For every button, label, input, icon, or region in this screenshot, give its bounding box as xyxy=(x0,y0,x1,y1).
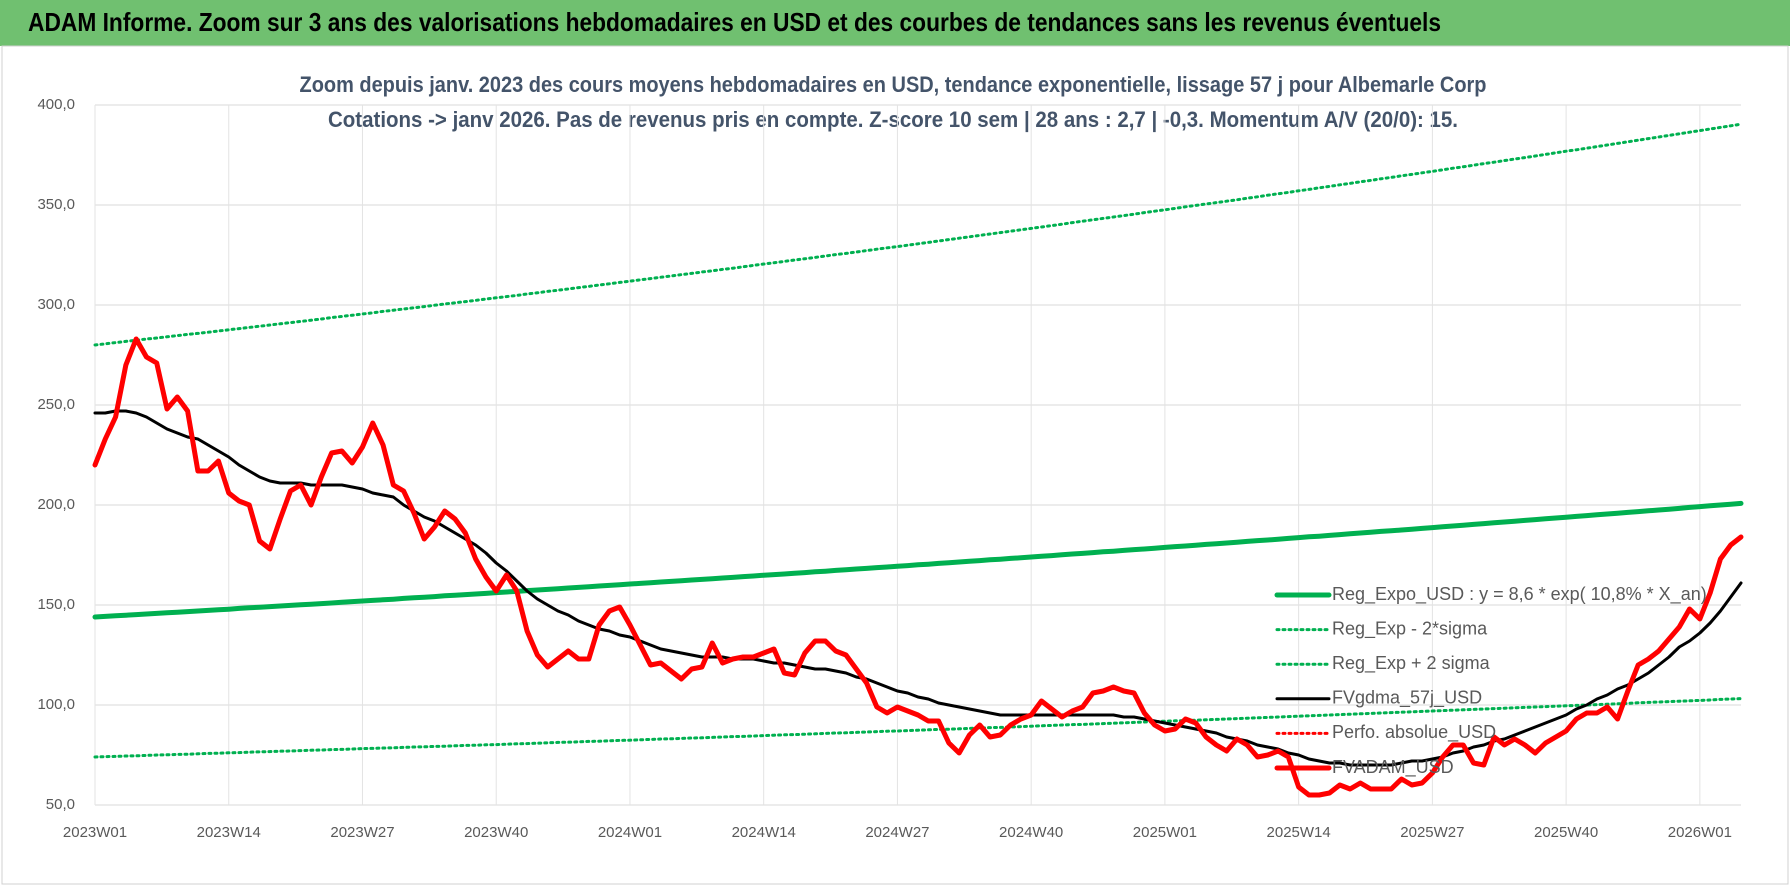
x-tick-label: 2024W01 xyxy=(598,824,662,841)
y-tick-label: 250,0 xyxy=(37,396,75,413)
grid: 50,0 100,0 150,0 200,0 250,0 300,0 350,0 400,0 2… xyxy=(37,96,1741,841)
x-tick-label: 2025W40 xyxy=(1534,824,1598,841)
series-line xyxy=(92,500,1744,620)
y-tick-label: 400,0 xyxy=(37,96,75,113)
x-tick-label: 2023W14 xyxy=(197,824,261,841)
y-tick-label: 150,0 xyxy=(37,596,75,613)
y-tick-label: 200,0 xyxy=(37,496,75,513)
series-line xyxy=(93,122,1743,347)
x-tick-label: 2025W27 xyxy=(1400,824,1464,841)
x-tick-label: 2023W40 xyxy=(464,824,528,841)
x-tick-label: 2024W40 xyxy=(999,824,1063,841)
plot xyxy=(92,122,1744,798)
y-tick-label: 300,0 xyxy=(37,296,75,313)
y-tick-label: 50,0 xyxy=(46,796,75,813)
legend-label: FVADAM_USD xyxy=(1332,757,1454,778)
x-tick-label: 2025W14 xyxy=(1267,824,1331,841)
x-tick-label: 2023W01 xyxy=(63,824,127,841)
x-tick-label: 2024W14 xyxy=(732,824,796,841)
legend: Reg_Expo_USD : y = 8,6 * exp( 10,8% * X_… xyxy=(1274,584,1707,778)
legend-label: Perfo. absolue_USD xyxy=(1332,722,1496,743)
legend-label: Reg_Expo_USD : y = 8,6 * exp( 10,8% * X_… xyxy=(1332,584,1707,605)
series-line xyxy=(92,336,1744,798)
chart-title: Zoom depuis janv. 2023 des cours moyens … xyxy=(300,72,1487,97)
chart-frame xyxy=(1,45,1789,885)
legend-label: Reg_Exp + 2 sigma xyxy=(1332,653,1491,674)
series-line xyxy=(93,697,1743,759)
legend-label: Reg_Exp - 2*sigma xyxy=(1332,618,1488,639)
header-title: ADAM Informe. Zoom sur 3 ans des valoris… xyxy=(28,7,1441,37)
y-tick-label: 350,0 xyxy=(37,196,75,213)
y-tick-label: 100,0 xyxy=(37,696,75,713)
x-tick-label: 2023W27 xyxy=(330,824,394,841)
chart-subtitle: Cotations -> janv 2026. Pas de revenus p… xyxy=(328,107,1458,132)
x-tick-label: 2025W01 xyxy=(1133,824,1197,841)
header-band xyxy=(0,0,1790,46)
x-tick-label: 2024W27 xyxy=(865,824,929,841)
legend-label: FVgdma_57j_USD xyxy=(1332,688,1482,709)
x-tick-label: 2026W01 xyxy=(1668,824,1732,841)
